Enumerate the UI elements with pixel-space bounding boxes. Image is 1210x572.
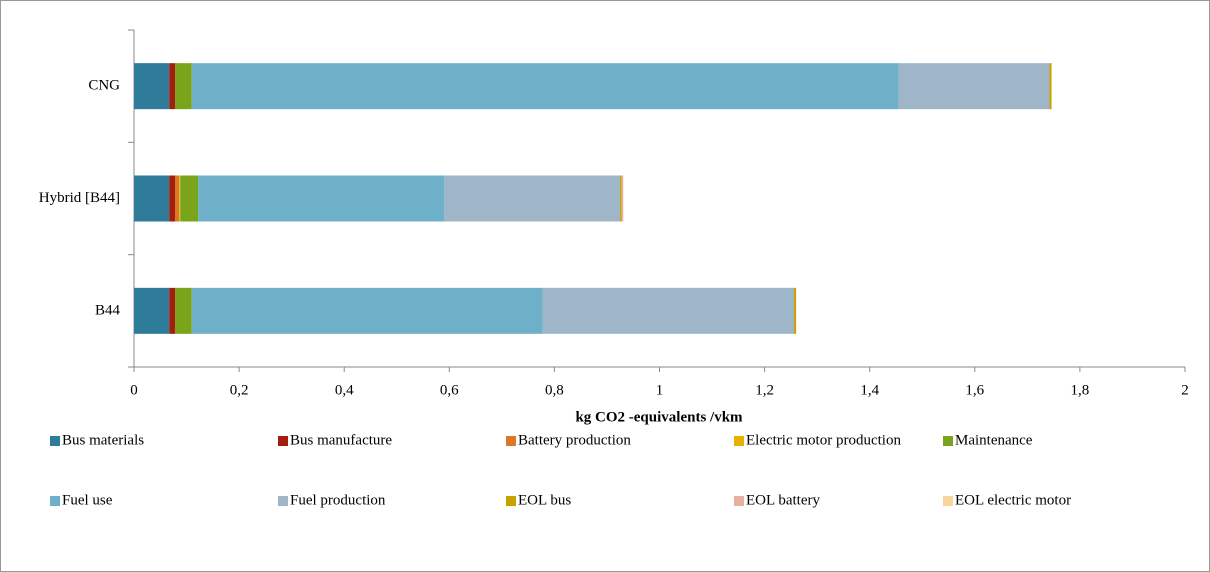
y-tick-label: B44: [95, 302, 121, 318]
bar-segment: [169, 63, 175, 110]
bar-segment: [621, 175, 624, 222]
legend-label: EOL electric motor: [955, 492, 1071, 508]
x-tick-label: 2: [1181, 382, 1189, 398]
legend-swatch: [734, 496, 744, 506]
bar-segment: [542, 287, 795, 334]
legend-label: Bus manufacture: [290, 432, 392, 448]
legend-swatch: [506, 436, 516, 446]
bar-segment: [169, 287, 175, 334]
legend-label: Battery production: [518, 432, 631, 448]
x-tick-label: 1,6: [965, 382, 984, 398]
legend-swatch: [943, 436, 953, 446]
legend-label: Electric motor production: [746, 432, 901, 448]
legend-swatch: [50, 436, 60, 446]
x-tick-label: 0,2: [230, 382, 249, 398]
y-tick-label: CNG: [88, 78, 120, 94]
bar-segment: [179, 175, 181, 222]
legend-swatch: [506, 496, 516, 506]
x-tick-label: 0,4: [335, 382, 354, 398]
legend-swatch: [278, 496, 288, 506]
legend-swatch: [943, 496, 953, 506]
x-tick-label: 1: [656, 382, 664, 398]
legend-label: Maintenance: [955, 432, 1033, 448]
bar-segment: [444, 175, 621, 222]
y-tick-label: Hybrid [B44]: [39, 190, 120, 206]
x-axis-title: kg CO2 -equivalents /vkm: [575, 409, 743, 425]
legend-label: EOL battery: [746, 492, 820, 508]
x-tick-label: 1,2: [755, 382, 774, 398]
bar-segment: [198, 175, 445, 222]
bar-segment: [620, 175, 622, 222]
legend-label: Fuel production: [290, 492, 386, 508]
bar-segment: [169, 175, 175, 222]
legend-label: Fuel use: [62, 492, 113, 508]
bar-segment: [174, 287, 192, 334]
bar-segment: [174, 175, 180, 222]
bar-segment: [191, 63, 899, 110]
x-tick-label: 0,8: [545, 382, 564, 398]
legend-label: EOL bus: [518, 492, 571, 508]
x-tick-label: 0: [130, 382, 138, 398]
legend-swatch: [734, 436, 744, 446]
legend-swatch: [278, 436, 288, 446]
legend-swatch: [50, 496, 60, 506]
bar-segment: [174, 63, 192, 110]
bar-segment: [1049, 63, 1052, 110]
bar-segment: [134, 63, 170, 110]
x-tick-label: 1,4: [860, 382, 879, 398]
x-tick-label: 1,8: [1071, 382, 1090, 398]
bar-segment: [134, 287, 170, 334]
bar-segment: [794, 287, 797, 334]
bar-segment: [191, 287, 543, 334]
x-tick-label: 0,6: [440, 382, 459, 398]
bar-segment: [898, 63, 1050, 110]
legend-label: Bus materials: [62, 432, 144, 448]
bar-segment: [134, 175, 170, 222]
bar-segment: [180, 175, 199, 222]
